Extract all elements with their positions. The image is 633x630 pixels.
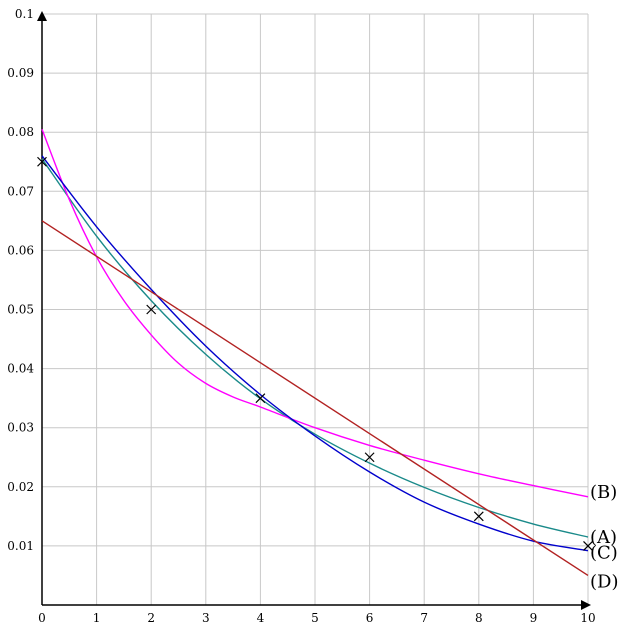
x-tick-label: 3 <box>202 611 210 625</box>
data-point-stroke <box>364 452 375 463</box>
y-tick-label: 0.01 <box>7 539 34 553</box>
data-point-stroke <box>255 393 266 404</box>
curve-label-d: (D) <box>590 571 618 592</box>
curve-c <box>41 155 589 552</box>
y-tick-label: 0.04 <box>7 362 34 376</box>
y-tick-label: 0.05 <box>7 303 34 317</box>
data-point-stroke <box>146 304 157 315</box>
data-point <box>364 452 375 463</box>
data-point <box>146 304 157 315</box>
x-tick-label: 4 <box>257 611 265 625</box>
data-point-stroke <box>473 511 484 522</box>
curve-label-c: (C) <box>590 543 618 564</box>
data-point <box>583 540 593 551</box>
curve-label-a: (A) <box>590 527 617 548</box>
x-tick-label: 2 <box>147 611 155 625</box>
data-markers <box>37 156 593 551</box>
data-point <box>37 156 47 167</box>
curve-labels: (A) (B) (C) (D) <box>590 482 618 593</box>
x-tick-label: 8 <box>475 611 483 625</box>
x-tick-label: 7 <box>420 611 428 625</box>
tick-labels: 0 1 2 3 4 5 6 7 8 9 10 0.01 0.02 0.03 0.04 0.05 0.06 0.07… <box>7 7 595 625</box>
x-tick-label: 10 <box>580 611 595 625</box>
x-tick-label: 1 <box>93 611 101 625</box>
y-axis-arrow <box>37 11 47 21</box>
data-point-stroke <box>37 156 47 167</box>
y-tick-label: 0.02 <box>7 480 34 494</box>
x-tick-label: 0 <box>38 611 46 625</box>
data-point <box>255 393 266 404</box>
x-tick-label: 9 <box>530 611 538 625</box>
curves <box>41 128 589 577</box>
curve-d <box>41 220 589 577</box>
curve-b <box>41 128 589 498</box>
x-tick-label: 6 <box>366 611 374 625</box>
y-tick-label: 0.06 <box>7 243 34 257</box>
axes <box>37 11 591 610</box>
curve-label-b: (B) <box>590 482 617 503</box>
data-point-stroke <box>583 540 593 551</box>
data-point <box>473 511 484 522</box>
y-tick-label: 0.07 <box>7 184 34 198</box>
y-tick-label: 0.03 <box>7 421 34 435</box>
x-axis-arrow <box>581 600 591 610</box>
y-tick-label: 0.08 <box>7 125 34 139</box>
y-tick-label: 0.1 <box>15 7 34 21</box>
x-tick-label: 5 <box>311 611 319 625</box>
y-tick-label: 0.09 <box>7 66 34 80</box>
